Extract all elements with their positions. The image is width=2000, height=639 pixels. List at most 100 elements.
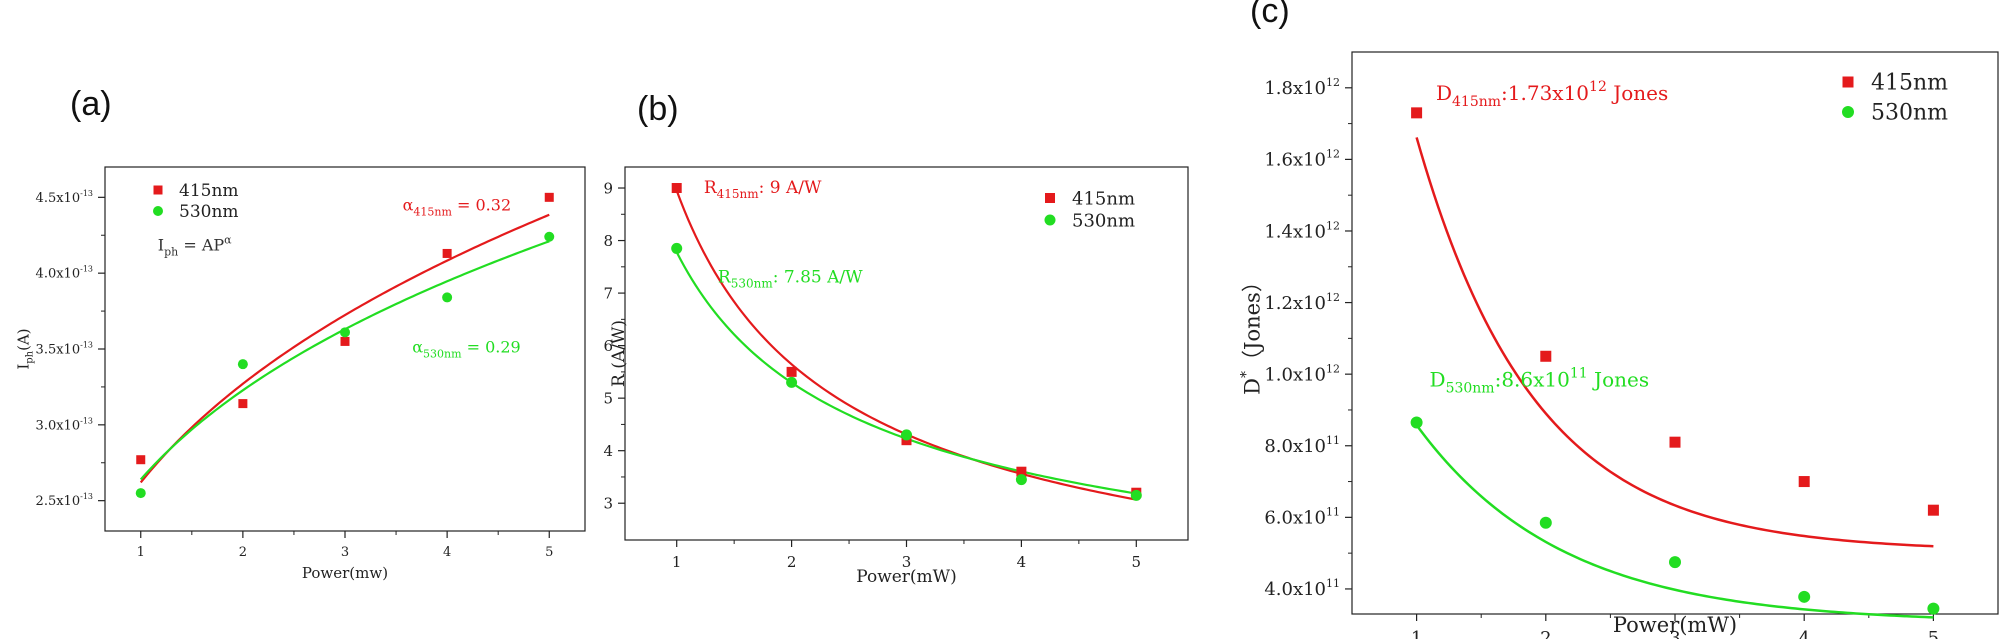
legend-label: 415nm: [1072, 188, 1135, 209]
x-tick-label: 4: [1017, 553, 1027, 571]
fit-curve-415nm: [139, 213, 550, 484]
legend-label: 530nm: [179, 202, 239, 222]
annotation-text: α415nm​ = 0.32: [403, 196, 512, 219]
panel-label-b: (b): [637, 90, 679, 128]
annotation-text: α530nm​ = 0.29: [412, 338, 521, 361]
legend-label: 530nm: [1072, 210, 1135, 231]
x-tick-label: 3: [1669, 628, 1680, 639]
panel-label-a: (a): [70, 85, 112, 123]
legend-label: 530nm: [1871, 101, 1948, 126]
x-tick-label: 3: [902, 553, 912, 571]
y-tick-label: 1.0x1012: [1264, 362, 1340, 385]
data-point-415nm: [1927, 504, 1939, 516]
data-point-415nm: [1798, 476, 1810, 488]
y-tick-label: 1.4x1012: [1264, 219, 1340, 242]
data-point-415nm: [136, 455, 146, 465]
annotation-text: R415nm​: 9 A/W: [704, 178, 822, 201]
y-tick-label: 8: [603, 232, 613, 250]
data-point-530nm: [442, 292, 453, 303]
data-point-530nm: [237, 359, 248, 370]
data-point-530nm: [671, 242, 683, 254]
x-tick-label: 4: [443, 545, 451, 560]
y-tick-label: 3.0x10-13: [36, 416, 93, 433]
y-tick-label: 6: [603, 337, 613, 355]
data-point-415nm: [1411, 107, 1423, 119]
x-tick-label: 5: [1132, 553, 1142, 571]
legend-marker: [153, 206, 163, 216]
data-point-530nm: [340, 327, 350, 338]
fit-curve-415nm: [1415, 137, 1934, 548]
data-point-530nm: [1669, 556, 1681, 569]
data-point-530nm: [135, 488, 146, 499]
legend-marker: [1842, 76, 1854, 88]
y-tick-label: 7: [603, 284, 613, 302]
x-tick-label: 1: [137, 545, 145, 560]
y-tick-label: 9: [603, 179, 613, 197]
fit-curve-530nm: [139, 240, 550, 481]
y-tick-label: 3.5x10-13: [36, 341, 93, 358]
data-point-530nm: [1927, 602, 1940, 615]
x-tick-label: 3: [341, 545, 349, 560]
y-tick-label: 1.6x1012: [1264, 148, 1340, 171]
x-tick-label: 4: [1798, 628, 1809, 639]
x-axis-label: Power(mW): [1613, 613, 1737, 637]
y-tick-label: 8.0x1011: [1264, 434, 1340, 457]
data-point-530nm: [786, 376, 798, 388]
y-tick-label: 4.5x10-13: [36, 189, 93, 206]
fit-curve-530nm: [1415, 424, 1934, 619]
y-tick-label: 5: [603, 389, 613, 407]
y-axis-label: Iph(A): [15, 328, 36, 369]
data-point-530nm: [1015, 474, 1027, 486]
plot-frame: [1351, 51, 1999, 615]
data-point-530nm: [1130, 489, 1142, 501]
legend-marker: [1045, 193, 1055, 203]
data-point-415nm: [544, 192, 554, 202]
data-point-530nm: [544, 231, 555, 242]
data-point-415nm: [340, 336, 350, 346]
legend-marker: [1044, 214, 1056, 226]
x-tick-label: 1: [1411, 628, 1422, 639]
annotation-text: Iph​ = APα​: [158, 234, 232, 259]
data-point-530nm: [1798, 590, 1811, 603]
chart-panel-c: 1 2 3 4 5 4.0x1011 6.0x1011 8.0x1011 1.0x1012 1.2…: [1239, 51, 1999, 639]
x-tick-label: 2: [1540, 628, 1551, 639]
legend-marker: [153, 185, 163, 195]
data-point-415nm: [671, 183, 682, 194]
y-tick-label: 2.5x10-13: [36, 492, 93, 509]
x-tick-label: 5: [1928, 628, 1939, 639]
y-tick-label: 1.2x1012: [1264, 291, 1340, 314]
annotation-text: D530nm​:8.6x1011​ Jones: [1430, 365, 1650, 396]
y-axis-label: D*（Jones）: [1239, 271, 1265, 395]
data-point-415nm: [1669, 436, 1681, 448]
y-tick-label: 3: [603, 494, 613, 512]
y-tick-label: 4.0x1011: [1264, 577, 1340, 600]
legend-label: 415nm: [1871, 71, 1948, 96]
data-point-415nm: [1016, 466, 1027, 477]
data-point-530nm: [1410, 416, 1423, 429]
y-tick-label: 1.8x1012: [1264, 76, 1340, 99]
x-tick-label: 2: [239, 545, 247, 560]
chart-panel-a: 1 2 3 4 5 2.5x10-13 3.0x10-13 3.5x10-13 4.0x10-1…: [15, 166, 586, 582]
x-tick-label: 1: [672, 553, 682, 571]
x-tick-label: 5: [545, 545, 553, 560]
data-point-415nm: [786, 366, 797, 377]
annotation-text: D415nm​:1.73x1012​ Jones: [1436, 79, 1668, 110]
legend-marker: [1842, 106, 1854, 118]
data-point-415nm: [442, 248, 452, 258]
data-point-530nm: [1539, 516, 1552, 529]
data-point-415nm: [1540, 350, 1552, 362]
legend-label: 415nm: [179, 181, 239, 201]
x-axis-label: Power(mw): [302, 564, 388, 582]
x-tick-label: 2: [787, 553, 797, 571]
y-tick-label: 4: [603, 442, 613, 460]
y-axis-label: R (A/W): [609, 320, 629, 387]
panel-label-c: (c): [1250, 0, 1290, 30]
x-axis-label: Power(mW): [856, 567, 957, 587]
y-tick-label: 4.0x10-13: [36, 265, 93, 282]
annotation-text: R530nm​: 7.85 A/W: [718, 268, 863, 291]
y-tick-label: 6.0x1011: [1264, 506, 1340, 529]
data-point-415nm: [238, 399, 248, 409]
data-point-530nm: [901, 429, 912, 441]
